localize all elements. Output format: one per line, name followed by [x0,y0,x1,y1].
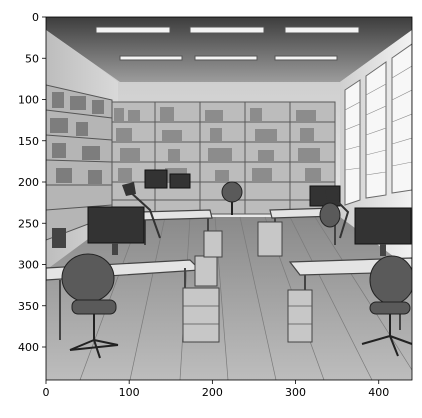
back-shelves [109,101,336,215]
chair-bases [69,202,412,359]
monitor-stands [112,243,386,256]
chairs [61,181,412,315]
y-tick-label: 400 [18,341,39,354]
ceiling-lights [95,26,360,61]
y-tick-label: 50 [25,52,39,65]
x-tick-label: 400 [368,386,389,399]
x-tick-label: 100 [119,386,140,399]
filing-cabinets [182,221,313,343]
axes-frame [45,16,413,381]
speaker [52,228,66,248]
office-photo [46,17,412,380]
monitors [87,169,412,245]
y-tick-label: 100 [18,94,39,107]
windows [344,43,412,206]
x-tick-label: 200 [202,386,223,399]
y-tick-label: 150 [18,135,39,148]
x-axis: 0 100 200 300 400 [43,380,389,399]
y-tick-label: 200 [18,176,39,189]
y-tick-label: 350 [18,300,39,313]
x-tick-label: 0 [43,386,50,399]
y-tick-label: 300 [18,259,39,272]
x-tick-label: 300 [285,386,306,399]
y-axis: 0 50 100 150 200 250 300 350 400 [18,11,46,354]
lamp-heads [122,182,338,201]
y-tick-label: 0 [32,11,39,24]
floor [46,217,412,380]
y-tick-label: 250 [18,217,39,230]
left-shelves [46,84,113,241]
